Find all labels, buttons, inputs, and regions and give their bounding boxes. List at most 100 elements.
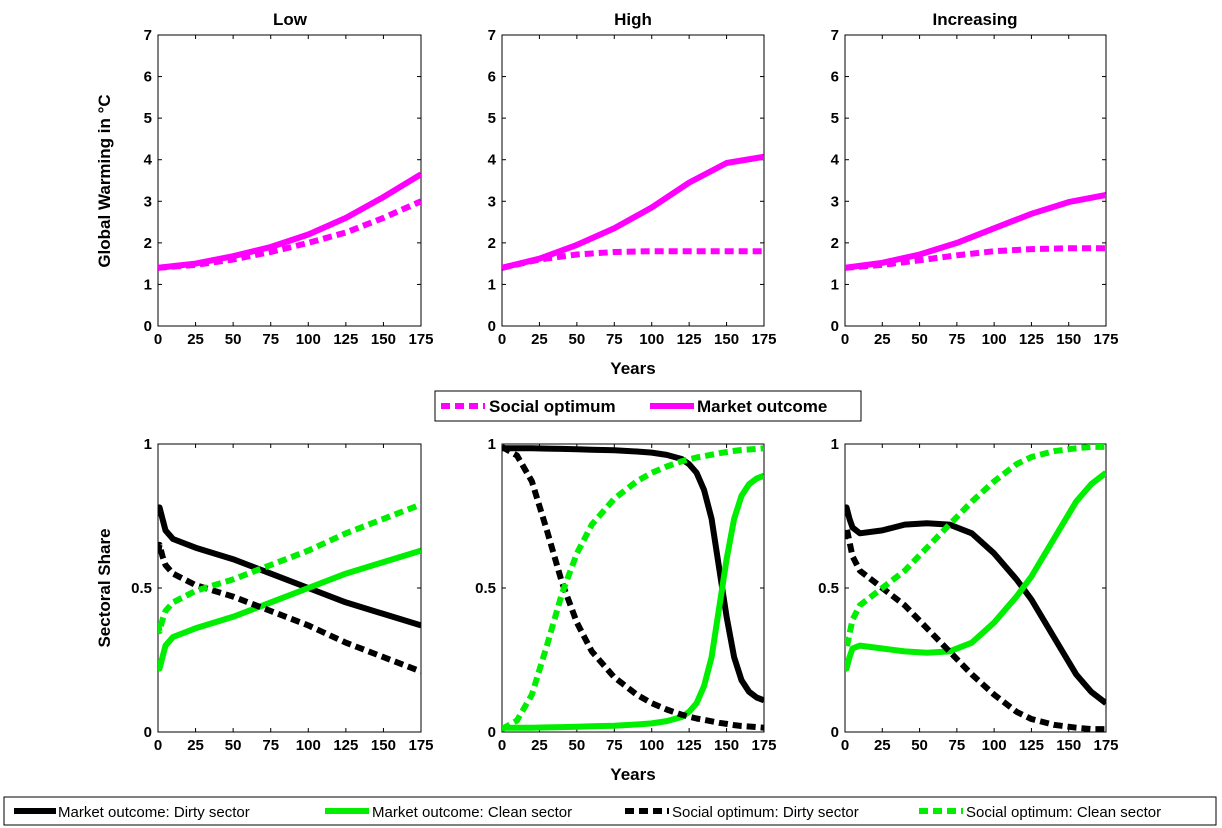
panel-high-warming-frame [501,34,765,327]
x-tick-label-increasing-warming: 125 [1019,331,1044,348]
x-tick-label-low-share: 150 [371,737,396,754]
y-tick-label-high-share: 0 [488,724,496,741]
series-line-social-optimum-low-warming [158,198,421,271]
x-tick-label-high-warming: 75 [606,331,623,348]
x-tick-label-increasing-warming: 100 [982,331,1007,348]
panel-low-warming-frame [157,34,422,327]
x-tick-label-low-warming: 150 [371,331,396,348]
x-tick-label-high-share: 125 [677,737,702,754]
y-tick-label-low-warming: 0 [144,318,152,335]
y-tick-label-increasing-warming: 7 [831,27,839,44]
panel-title-low: Low [273,10,308,29]
legend-market-dirty-label: Market outcome: Dirty sector [58,804,250,821]
y-tick-label-low-warming: 6 [144,69,152,86]
x-tick-label-high-warming: 175 [751,331,776,348]
x-tick-label-low-warming: 50 [225,331,242,348]
x-tick-label-low-warming: 125 [333,331,358,348]
panel-increasing-warming-frame [844,34,1107,327]
x-tick-label-increasing-warming: 0 [841,331,849,348]
series-line-social-optimum-dirty-sector-increasing-share [845,524,1106,732]
legend-social-optimum-label: Social optimum [489,397,616,416]
y-tick-label-high-warming: 1 [488,276,496,293]
legend-warming-box [434,390,862,422]
y-tick-label-high-warming: 2 [488,235,496,252]
x-tick-label-increasing-warming: 75 [949,331,966,348]
x-tick-label-high-warming: 50 [569,331,586,348]
y-tick-label-low-warming: 5 [144,110,152,127]
x-tick-label-increasing-warming: 150 [1056,331,1081,348]
x-tick-label-low-warming: 75 [262,331,279,348]
series-line-market-outcome-clean-sector-increasing-share [845,470,1106,672]
x-tick-label-increasing-warming: 175 [1093,331,1118,348]
panel-title-high: High [614,10,652,29]
y-tick-label-high-warming: 0 [488,318,496,335]
x-tick-label-increasing-share: 25 [874,737,891,754]
y-tick-label-increasing-warming: 2 [831,235,839,252]
y-tick-label-low-share: 0 [144,724,152,741]
x-tick-label-high-share: 75 [606,737,623,754]
y-tick-label-low-warming: 7 [144,27,152,44]
series-line-social-optimum-clean-sector-high-share [502,445,764,732]
series-line-social-optimum-dirty-sector-low-share [158,541,421,675]
x-tick-label-increasing-warming: 25 [874,331,891,348]
bottom-x-axis-label: Years [610,765,655,784]
x-tick-label-low-warming: 0 [154,331,162,348]
top-y-axis-label: Global Warming in °C [95,94,114,267]
legend-warming: Social optimum Market outcome [434,390,862,422]
x-tick-label-increasing-share: 175 [1093,737,1118,754]
y-tick-label-increasing-share: 1 [831,436,839,453]
bottom-y-axis-label: Sectoral Share [95,528,114,647]
x-tick-label-increasing-share: 50 [911,737,928,754]
x-tick-label-high-warming: 0 [498,331,506,348]
y-tick-label-high-share: 0.5 [475,580,496,597]
x-tick-label-increasing-warming: 50 [911,331,928,348]
x-tick-label-low-share: 100 [296,737,321,754]
y-tick-label-high-warming: 5 [488,110,496,127]
x-tick-label-high-warming: 125 [677,331,702,348]
x-tick-label-high-share: 0 [498,737,506,754]
x-tick-label-low-share: 25 [187,737,204,754]
x-tick-label-high-warming: 100 [639,331,664,348]
y-tick-label-low-warming: 2 [144,235,152,252]
y-tick-label-high-share: 1 [488,436,496,453]
x-tick-label-increasing-share: 75 [949,737,966,754]
y-tick-label-increasing-share: 0 [831,724,839,741]
y-tick-label-low-warming: 3 [144,193,152,210]
x-tick-label-low-warming: 25 [187,331,204,348]
y-tick-label-high-warming: 4 [488,152,497,169]
series-line-market-outcome-increasing-warming [845,192,1106,271]
x-tick-label-high-share: 100 [639,737,664,754]
series-line-social-optimum-dirty-sector-high-share [502,444,764,731]
x-tick-label-low-share: 125 [333,737,358,754]
y-tick-label-increasing-warming: 0 [831,318,839,335]
legend-optimum-dirty-label: Social optimum: Dirty sector [672,804,859,821]
x-tick-label-low-share: 0 [154,737,162,754]
panel-low-share-frame [157,443,422,733]
series-line-market-outcome-low-warming [158,171,421,271]
legend-sectors-box [3,796,1217,826]
x-tick-label-high-warming: 25 [531,331,548,348]
top-x-axis-label: Years [610,359,655,378]
x-tick-label-increasing-share: 100 [982,737,1007,754]
series-line-market-outcome-high-warming [502,153,764,271]
x-tick-label-low-share: 175 [408,737,433,754]
legend-sectors: Market outcome: Dirty sector Market outc… [3,796,1217,826]
series-line-market-outcome-clean-sector-low-share [158,547,421,672]
legend-optimum-clean-label: Social optimum: Clean sector [966,804,1161,821]
y-tick-label-high-warming: 6 [488,69,496,86]
panel-title-increasing: Increasing [932,10,1017,29]
x-tick-label-high-warming: 150 [714,331,739,348]
y-tick-label-increasing-warming: 4 [831,152,840,169]
series-line-market-outcome-dirty-sector-low-share [158,504,421,629]
x-tick-label-high-share: 150 [714,737,739,754]
y-tick-label-increasing-share: 0.5 [818,580,839,597]
x-tick-label-high-share: 50 [569,737,586,754]
y-tick-label-increasing-warming: 3 [831,193,839,210]
y-tick-label-low-share: 0.5 [131,580,152,597]
x-tick-label-low-share: 50 [225,737,242,754]
series-line-social-optimum-clean-sector-low-share [158,501,421,635]
y-tick-label-low-warming: 1 [144,276,152,293]
x-tick-label-low-warming: 100 [296,331,321,348]
